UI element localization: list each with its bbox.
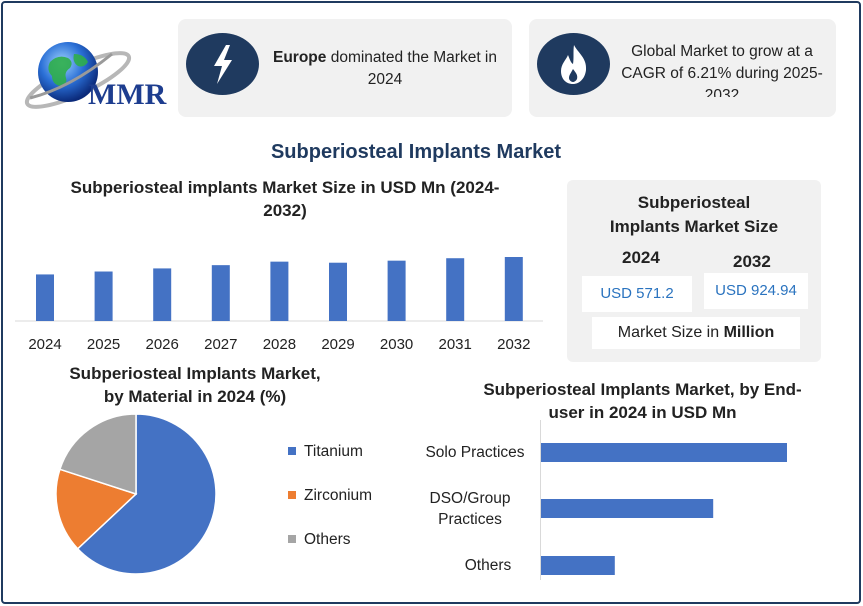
x-tick-label: 2028 [263, 336, 296, 353]
legend-label: Zirconium [304, 487, 373, 504]
x-tick-label: 2026 [146, 336, 179, 353]
end-user-bar-chart [540, 420, 787, 580]
market-size-panel-title: Subperiosteal Implants Market Size [609, 193, 779, 236]
lightning-bolt-icon [186, 33, 259, 95]
x-tick-label: 2025 [87, 336, 120, 353]
bar-2027 [211, 265, 230, 321]
x-tick-label: 2032 [497, 336, 530, 353]
bar-2028 [270, 261, 289, 321]
value-2032: USD 924.94 [704, 273, 808, 309]
hbar-2 [541, 556, 615, 575]
legend-label: Titanium [304, 443, 363, 460]
bar-2030 [387, 260, 406, 321]
legend-swatch [288, 490, 296, 499]
legend-label: Others [304, 531, 351, 548]
value-2024: USD 571.2 [582, 276, 692, 312]
pie-slice-zirconium [55, 468, 138, 550]
legend-item-others: Others [288, 531, 351, 549]
market-size-bar-chart: 2024 2025 2026 2027 2028 2029 2030 2031 2032 [15, 257, 543, 353]
x-tick-label: 2030 [380, 336, 413, 353]
market-size-chart-title: Subperiosteal implants Market Size in US… [70, 178, 500, 220]
legend-swatch [288, 534, 296, 543]
bar-2025 [94, 271, 113, 321]
bar-2024 [36, 274, 54, 321]
y-category-label: Solo Practices [425, 444, 525, 461]
flame-icon [537, 33, 610, 95]
legend-swatch [288, 446, 296, 455]
mmr-logo: MMR [18, 36, 178, 116]
hbar-1 [541, 499, 714, 518]
globe-icon [24, 42, 132, 109]
year-2032-label: 2032 [733, 252, 771, 271]
y-category-label: Others [464, 557, 512, 574]
market-size-unit: Market Size in Million [592, 317, 800, 349]
bar-2029 [329, 262, 347, 321]
bar-2026 [153, 268, 172, 321]
x-tick-label: 2029 [321, 336, 354, 353]
hbar-0 [541, 443, 787, 462]
pie-slice-titanium [76, 413, 217, 575]
logo-text: MMR [88, 78, 167, 111]
year-2024-label: 2024 [622, 248, 660, 267]
market-size-panel: Subperiosteal Implants Market Size 2024 … [567, 180, 821, 362]
legend-item-titanium: Titanium [288, 443, 363, 461]
x-tick-label: 2024 [28, 336, 61, 353]
cagr-card-text: Global Market to grow at a CAGR of 6.21%… [621, 43, 823, 97]
bar-2031 [446, 258, 465, 321]
legend-item-zirconium: Zirconium [288, 487, 372, 505]
europe-card: Europe dominated the Market in 2024 [178, 19, 512, 117]
end-user-chart-title: Subperiosteal Implants Market, by End-us… [483, 380, 802, 422]
x-tick-label: 2027 [204, 336, 237, 353]
pie-slice-others [58, 413, 137, 496]
material-pie-chart [55, 413, 217, 575]
y-category-label: DSO/Group Practices [429, 490, 511, 528]
page-title: Subperiosteal Implants Market [270, 141, 562, 163]
cagr-card: Global Market to grow at a CAGR of 6.21%… [529, 19, 836, 117]
bar-2032 [504, 257, 523, 321]
material-chart-title: Subperiosteal Implants Market, by Materi… [69, 364, 321, 406]
x-tick-label: 2031 [439, 336, 472, 353]
europe-card-text: Europe dominated the Market in 2024 [273, 49, 497, 88]
